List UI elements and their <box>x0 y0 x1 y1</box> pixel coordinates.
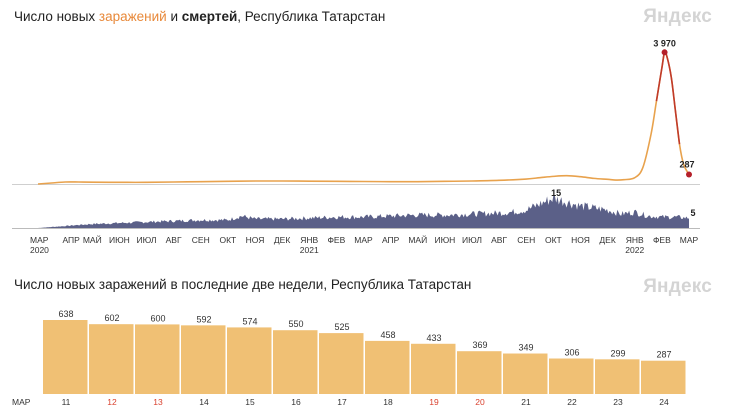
yandex-logo-2: Яндекс <box>643 276 712 297</box>
deaths-area <box>38 194 689 228</box>
deaths-peak-label: 15 <box>551 188 561 198</box>
month-tick: ДЕК <box>274 235 290 245</box>
bar-value-label: 306 <box>564 348 579 358</box>
bar <box>457 351 502 394</box>
month-tick: МАР <box>354 235 373 245</box>
day-tick-label: 14 <box>199 397 209 407</box>
infections-peak-dot <box>661 49 668 56</box>
two-week-bar-chart: МАР 638 11 602 12 600 13 592 14 574 15 550 16 525 17 45… <box>12 309 686 407</box>
month-tick: ЯНВ <box>300 235 318 245</box>
month-tick: СЕН <box>192 235 210 245</box>
bar <box>273 330 318 394</box>
infections-last-label: 287 <box>679 159 694 169</box>
bar-value-label: 525 <box>334 322 349 332</box>
day-tick-label: 20 <box>475 397 485 407</box>
month-label: МАР <box>12 397 31 407</box>
bar <box>89 324 134 394</box>
day-tick-label: 15 <box>245 397 255 407</box>
bar-value-label: 369 <box>472 340 487 350</box>
bar-value-label: 299 <box>610 348 625 358</box>
month-tick: АВГ <box>491 235 507 245</box>
day-tick-label: 16 <box>291 397 301 407</box>
month-tick: МАР <box>680 235 699 245</box>
day-tick-label: 17 <box>337 397 347 407</box>
year-label: 2021 <box>300 245 319 255</box>
chart1-title-and: и <box>166 9 182 24</box>
bar <box>227 327 272 394</box>
infections-line <box>37 51 690 185</box>
day-tick-label: 12 <box>107 397 117 407</box>
month-tick: ЯНВ <box>626 235 644 245</box>
day-tick-label: 22 <box>567 397 577 407</box>
chart1-title-deaths: смертей <box>181 9 238 24</box>
day-tick-label: 11 <box>62 397 71 407</box>
bar <box>181 325 226 394</box>
month-tick: ИЮН <box>109 235 130 245</box>
month-tick: АПР <box>62 235 80 245</box>
month-tick: ИЮЛ <box>462 235 482 245</box>
deaths-last-label: 5 <box>690 208 695 218</box>
month-tick: ОКТ <box>219 235 236 245</box>
bar-value-label: 638 <box>58 309 73 319</box>
infections-last-dot <box>686 171 692 178</box>
bar <box>411 343 456 394</box>
bar-value-label: 349 <box>518 343 533 353</box>
bar-value-label: 433 <box>426 333 441 343</box>
month-tick: ОКТ <box>545 235 562 245</box>
month-tick: НОЯ <box>246 235 265 245</box>
month-tick: МАЙ <box>408 234 427 245</box>
day-tick-label: 13 <box>153 397 163 407</box>
bar-value-label: 600 <box>150 313 165 323</box>
month-tick: ИЮЛ <box>137 235 157 245</box>
bar <box>595 359 640 394</box>
day-tick-label: 21 <box>521 397 531 407</box>
bar <box>319 333 364 394</box>
month-tick: АВГ <box>166 235 182 245</box>
yandex-logo: Яндекс <box>643 6 712 27</box>
bar <box>503 353 548 394</box>
month-tick: МАЙ <box>83 234 102 245</box>
chart1-title-infections: заражений <box>98 9 167 24</box>
chart1-title-suffix: , Республика Татарстан <box>237 9 386 24</box>
year-label: 2020 <box>30 245 49 255</box>
chart2-title: Число новых заражений в последние две не… <box>14 277 472 292</box>
infections-peak-line <box>655 51 681 145</box>
month-tick: СЕН <box>517 235 535 245</box>
bar-value-label: 458 <box>380 330 395 340</box>
bar <box>641 360 686 394</box>
month-tick: ИЮН <box>434 235 455 245</box>
infections-peak-label: 3 970 <box>653 38 676 48</box>
month-tick: ДЕК <box>599 235 615 245</box>
day-tick-label: 18 <box>383 397 393 407</box>
bar-value-label: 592 <box>196 314 211 324</box>
bar-value-label: 574 <box>242 316 257 326</box>
chart1-title-prefix: Число новых <box>14 9 99 24</box>
day-tick-label: 19 <box>429 397 439 407</box>
bar <box>365 340 410 394</box>
month-tick: МАР <box>30 235 49 245</box>
bar <box>135 324 180 394</box>
day-tick-label: 24 <box>659 397 669 407</box>
month-tick: ФЕВ <box>653 235 671 245</box>
chart1-title: Число новых заражений и смертей, Республ… <box>14 9 385 24</box>
month-tick: АПР <box>382 235 400 245</box>
year-label: 2022 <box>625 245 644 255</box>
bar <box>43 320 88 394</box>
bar <box>549 358 594 394</box>
month-tick: ФЕВ <box>327 235 345 245</box>
bar-value-label: 550 <box>288 319 303 329</box>
bar-value-label: 287 <box>656 350 671 360</box>
month-tick: НОЯ <box>571 235 590 245</box>
day-tick-label: 23 <box>613 397 623 407</box>
bar-value-label: 602 <box>104 313 119 323</box>
